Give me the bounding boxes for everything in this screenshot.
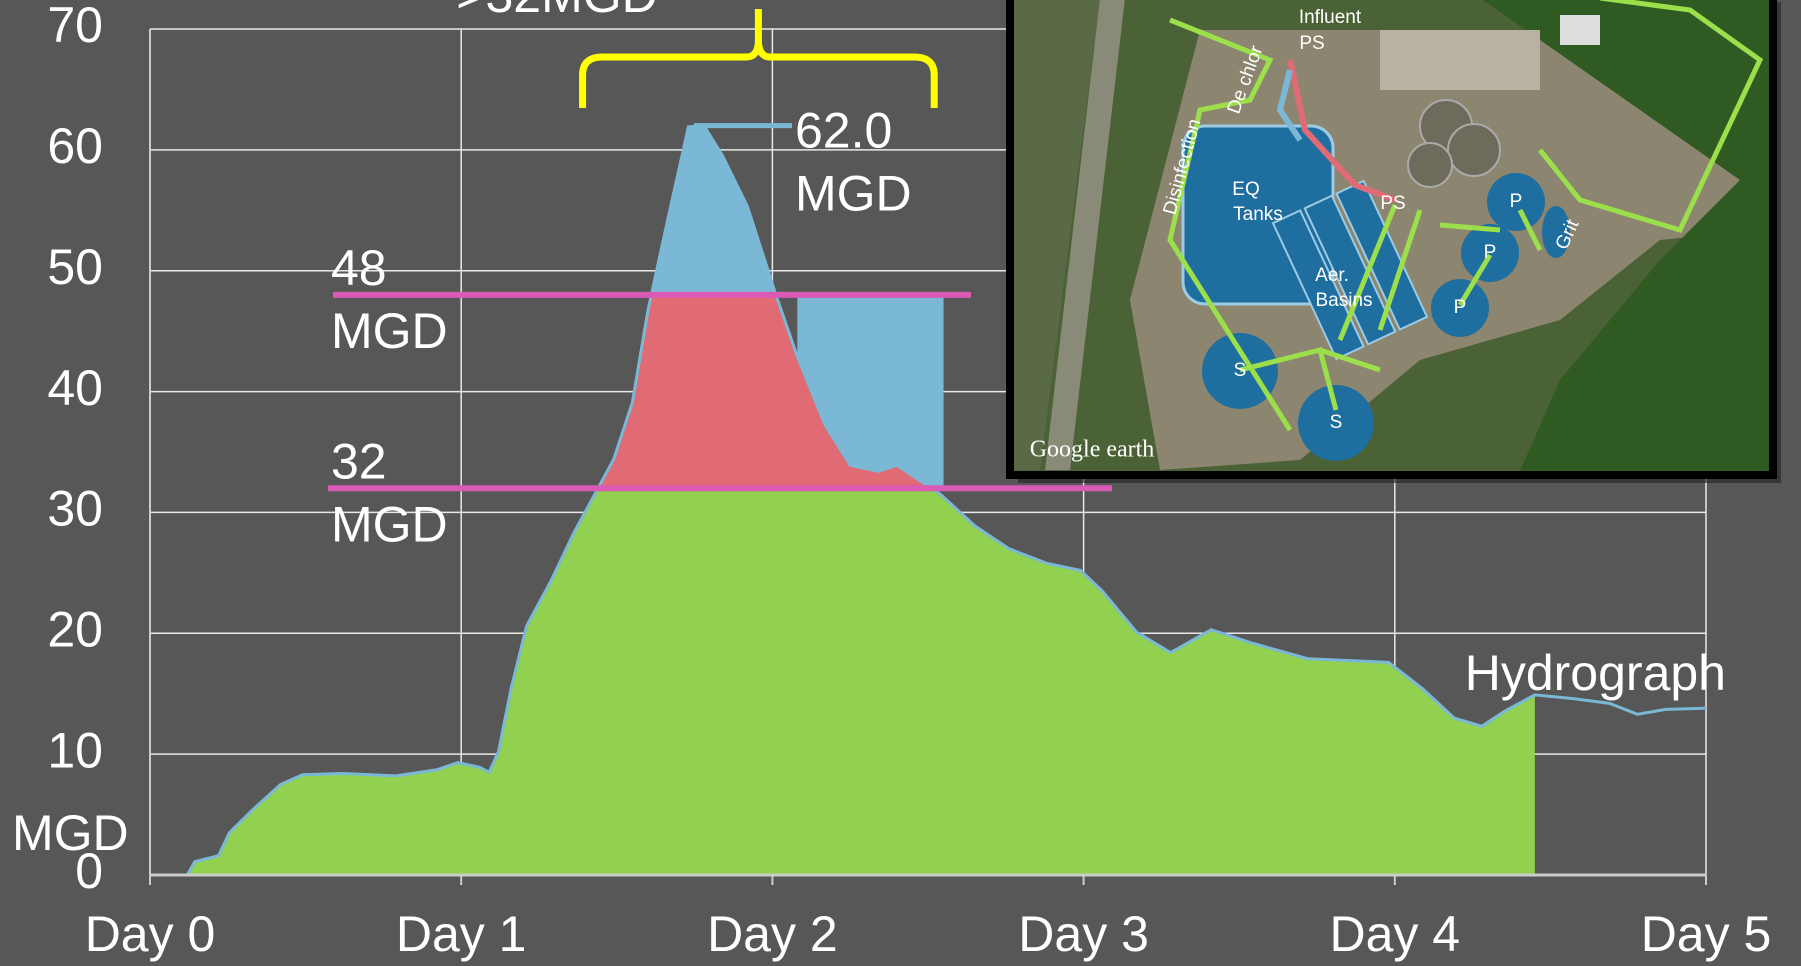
clarifier	[1448, 124, 1500, 176]
peak-unit: MGD	[795, 166, 912, 222]
map-label: Basins	[1315, 290, 1372, 311]
map-label: Influent	[1299, 7, 1362, 28]
map-label: P	[1484, 242, 1497, 263]
x-tick-label: Day 5	[1641, 906, 1772, 962]
y-tick-label: 60	[47, 118, 103, 174]
y-tick-label: 40	[47, 360, 103, 416]
y-tick-label: 20	[47, 601, 103, 657]
threshold-label: 48	[331, 240, 387, 296]
x-tick-label: Day 3	[1018, 906, 1149, 962]
peak-label: 62.0	[795, 103, 892, 159]
x-tick-label: Day 0	[85, 906, 216, 962]
clarifier	[1408, 143, 1452, 187]
map-label: PS	[1380, 193, 1405, 214]
building	[1560, 15, 1600, 45]
watermark: Google earth	[1030, 437, 1155, 463]
threshold-unit: MGD	[331, 303, 448, 359]
y-tick-label: 70	[47, 0, 103, 53]
threshold-unit: MGD	[331, 496, 448, 552]
inset-map: Influent PS De chlor Disinfection EQ Tan…	[1010, 0, 1781, 483]
x-tick-label: Day 4	[1329, 906, 1460, 962]
map-label: Aer.	[1315, 265, 1349, 286]
map-label: PS	[1299, 33, 1324, 54]
map-label: P	[1454, 297, 1467, 318]
y-axis-label: MGD	[12, 805, 129, 861]
x-tick-label: Day 2	[707, 906, 838, 962]
series-label: Hydrograph	[1465, 645, 1726, 701]
building	[1380, 30, 1540, 90]
map-label: EQ	[1232, 179, 1259, 200]
y-tick-label: 30	[47, 481, 103, 537]
y-tick-label: 10	[47, 722, 103, 778]
threshold-label: 32	[331, 433, 387, 489]
x-tick-label: Day 1	[396, 906, 527, 962]
map-label: Tanks	[1233, 204, 1283, 225]
map-label: S	[1330, 412, 1343, 433]
map-label: S	[1234, 360, 1247, 381]
chart: 010203040506070Day 0Day 1Day 2Day 3Day 4…	[0, 0, 1801, 966]
map-label: P	[1510, 191, 1523, 212]
y-tick-label: 50	[47, 239, 103, 295]
